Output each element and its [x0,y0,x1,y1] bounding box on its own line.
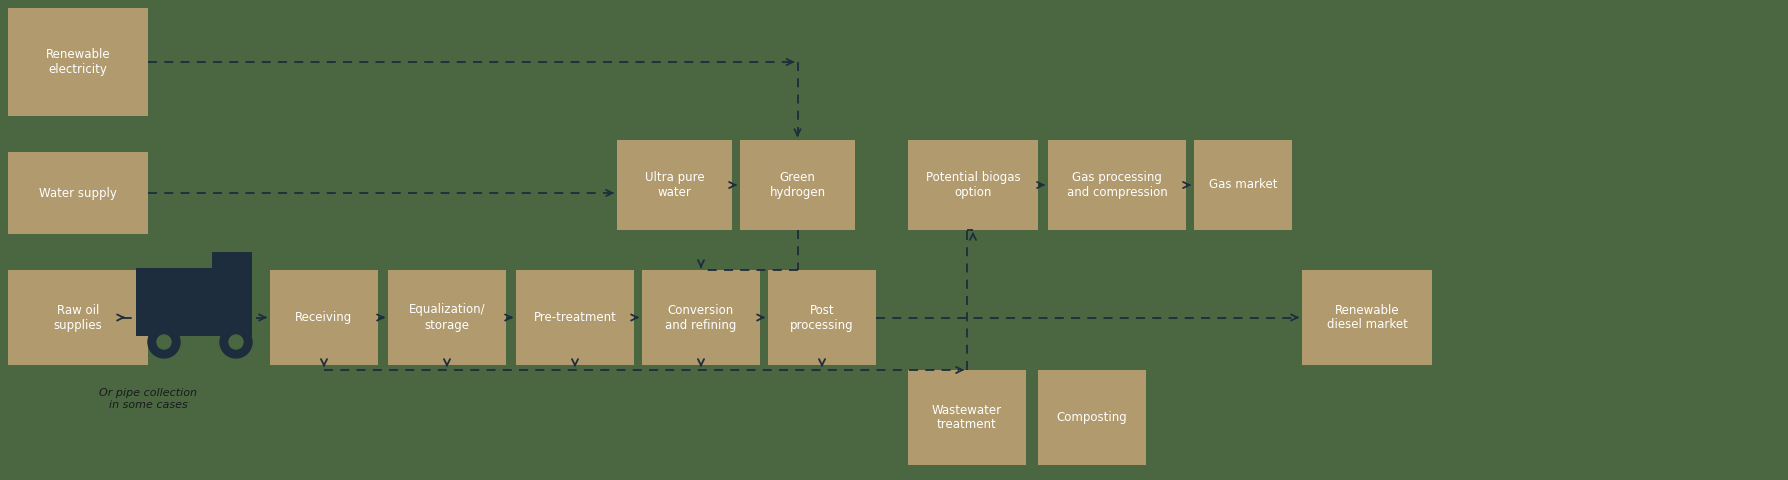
FancyBboxPatch shape [1302,270,1432,365]
Text: Potential biogas
option: Potential biogas option [926,171,1021,199]
FancyBboxPatch shape [908,140,1039,230]
FancyBboxPatch shape [7,270,148,365]
FancyBboxPatch shape [270,270,377,365]
Circle shape [148,326,181,358]
Text: Gas processing
and compression: Gas processing and compression [1067,171,1168,199]
Text: Renewable
diesel market: Renewable diesel market [1327,303,1407,332]
Text: Equalization/
storage: Equalization/ storage [409,303,485,332]
FancyBboxPatch shape [517,270,635,365]
Text: Post
processing: Post processing [790,303,855,332]
FancyBboxPatch shape [7,8,148,116]
Text: Conversion
and refining: Conversion and refining [665,303,737,332]
FancyBboxPatch shape [769,270,876,365]
Text: Green
hydrogen: Green hydrogen [769,171,826,199]
FancyBboxPatch shape [642,270,760,365]
FancyBboxPatch shape [740,140,855,230]
FancyBboxPatch shape [617,140,731,230]
Text: Wastewater
treatment: Wastewater treatment [932,404,1001,432]
Circle shape [229,335,243,349]
FancyBboxPatch shape [213,252,252,294]
Text: Composting: Composting [1057,411,1128,424]
FancyBboxPatch shape [136,268,252,336]
Text: Raw oil
supplies: Raw oil supplies [54,303,102,332]
Text: Ultra pure
water: Ultra pure water [645,171,704,199]
FancyBboxPatch shape [908,370,1026,465]
FancyBboxPatch shape [1194,140,1293,230]
FancyBboxPatch shape [388,270,506,365]
Text: Gas market: Gas market [1209,179,1277,192]
Text: Pre-treatment: Pre-treatment [533,311,617,324]
Circle shape [157,335,172,349]
Text: Receiving: Receiving [295,311,352,324]
Text: Water supply: Water supply [39,187,116,200]
FancyBboxPatch shape [1048,140,1185,230]
FancyBboxPatch shape [1039,370,1146,465]
Text: Or pipe collection
in some cases: Or pipe collection in some cases [98,388,197,409]
FancyBboxPatch shape [7,152,148,234]
Text: Renewable
electricity: Renewable electricity [46,48,111,76]
Circle shape [220,326,252,358]
